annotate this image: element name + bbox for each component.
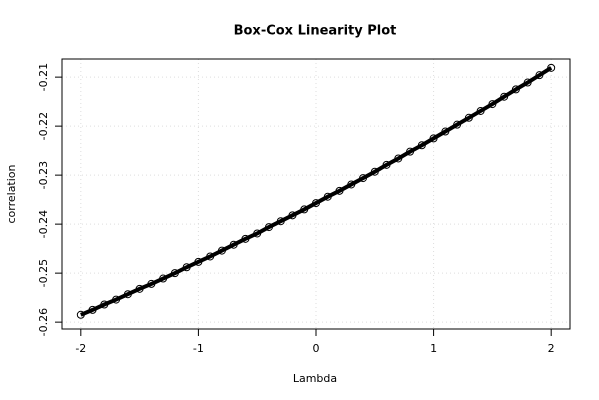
point: [406, 147, 415, 156]
point: [323, 192, 332, 201]
point: [500, 92, 509, 101]
x-tick-label: -1: [193, 342, 204, 355]
y-tick-label: -0.24: [37, 210, 50, 238]
point: [217, 246, 226, 255]
point: [511, 85, 520, 94]
y-tick-label: -0.26: [37, 308, 50, 336]
point: [253, 229, 262, 238]
point: [88, 305, 97, 314]
point: [300, 205, 309, 214]
point: [429, 134, 438, 143]
point: [159, 274, 168, 283]
point: [441, 127, 450, 136]
point: [312, 199, 320, 208]
y-tick-label: -0.23: [37, 161, 50, 189]
point: [547, 63, 556, 72]
x-tick-label: 2: [548, 342, 555, 355]
point: [264, 223, 273, 232]
point: [347, 180, 356, 189]
point: [453, 120, 462, 129]
point: [523, 78, 532, 87]
point: [476, 106, 485, 115]
point-trail: [80, 66, 553, 317]
y-axis-label: correlation: [5, 164, 18, 223]
point: [535, 71, 544, 80]
point: [288, 211, 297, 220]
y-tick-label: -0.22: [37, 112, 50, 140]
plot-frame: [61, 58, 571, 330]
x-tick-label: -2: [75, 342, 86, 355]
point: [229, 240, 238, 249]
point: [76, 310, 85, 319]
point: [464, 113, 473, 122]
point: [488, 100, 497, 109]
point: [170, 269, 179, 278]
point: [359, 174, 368, 183]
x-tick-label: 1: [430, 342, 437, 355]
x-axis-label: Lambda: [293, 372, 337, 385]
point: [241, 234, 250, 243]
point: [194, 257, 203, 266]
point: [370, 167, 379, 176]
point: [417, 141, 426, 150]
point: [147, 279, 156, 288]
x-tick-label: 0: [313, 342, 320, 355]
chart-title: Box-Cox Linearity Plot: [234, 24, 397, 39]
point: [135, 284, 144, 293]
point: [123, 290, 132, 299]
point: [394, 154, 403, 163]
point: [182, 263, 191, 272]
point: [206, 252, 215, 261]
point: [112, 295, 121, 304]
y-tick-label: -0.21: [37, 63, 50, 91]
y-tick-label: -0.25: [37, 259, 50, 287]
point: [382, 160, 391, 169]
point: [276, 217, 285, 226]
point: [335, 186, 344, 195]
point: [100, 300, 109, 309]
